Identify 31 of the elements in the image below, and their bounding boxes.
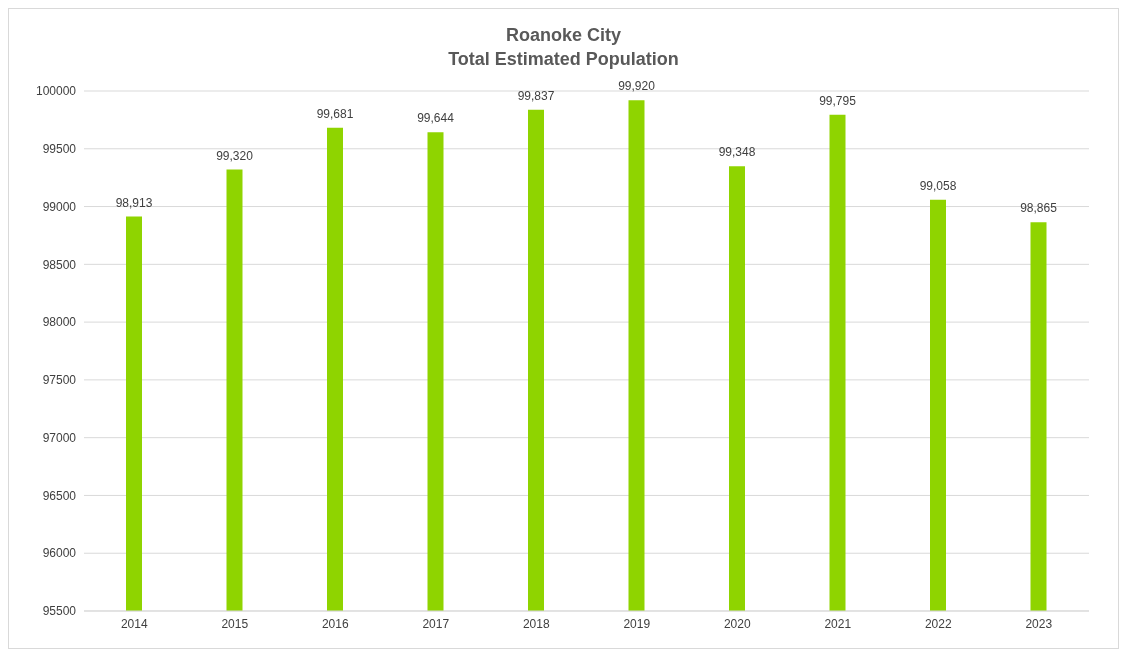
x-tick-label: 2017 — [422, 616, 450, 631]
y-tick-label: 95500 — [42, 604, 77, 619]
x-tick-label: 2019 — [623, 616, 651, 631]
x-tick-label: 2014 — [120, 616, 148, 631]
x-tick-label: 2021 — [824, 616, 852, 631]
data-label: 98,913 — [115, 195, 153, 210]
x-tick-label: 2023 — [1025, 616, 1053, 631]
y-tick-label: 98500 — [42, 257, 77, 272]
data-label: 99,348 — [718, 145, 756, 160]
y-tick-label: 99500 — [42, 142, 77, 157]
data-label: 99,795 — [819, 93, 857, 108]
data-label: 99,920 — [618, 79, 656, 94]
chart-title: Roanoke City Total Estimated Population — [447, 24, 680, 71]
x-tick-label: 2020 — [723, 616, 751, 631]
x-tick-label: 2022 — [924, 616, 952, 631]
y-tick-label: 96500 — [42, 488, 77, 503]
data-label: 99,320 — [216, 148, 254, 163]
y-tick-label: 100000 — [35, 84, 77, 99]
x-tick-label: 2015 — [221, 616, 249, 631]
data-label: 99,681 — [316, 106, 354, 121]
data-label: 99,058 — [919, 178, 957, 193]
x-tick-label: 2016 — [321, 616, 349, 631]
data-label: 98,865 — [1020, 201, 1058, 216]
y-tick-label: 98000 — [42, 315, 77, 330]
y-tick-label: 97500 — [42, 373, 77, 388]
data-label: 99,644 — [417, 111, 455, 126]
x-tick-label: 2018 — [522, 616, 550, 631]
y-tick-label: 99000 — [42, 199, 77, 214]
y-tick-label: 96000 — [42, 546, 77, 561]
y-tick-label: 97000 — [42, 430, 77, 445]
data-label: 99,837 — [517, 88, 555, 103]
